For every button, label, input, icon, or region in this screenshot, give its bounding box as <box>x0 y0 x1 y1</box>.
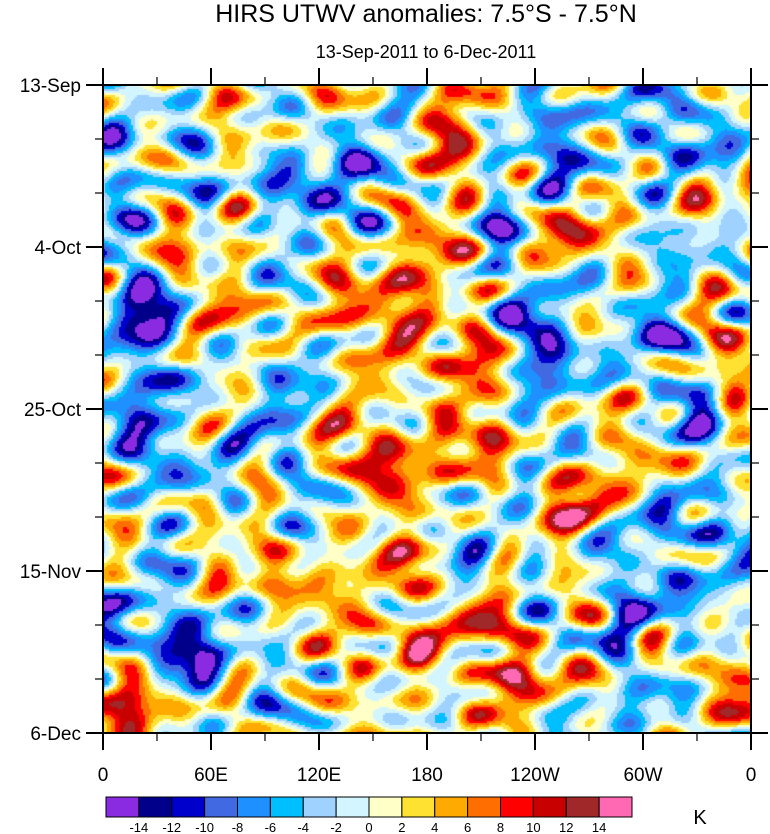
colorbar-unit: K <box>693 807 707 829</box>
x-tick-label: 120W <box>510 765 560 786</box>
chart-title: HIRS UTWV anomalies: 7.5°S - 7.5°N <box>215 0 637 28</box>
colorbar-box <box>204 796 238 818</box>
x-tick-label: 0 <box>98 765 109 786</box>
colorbar-level-label: -2 <box>330 820 342 834</box>
x-tick-label: 120E <box>297 765 341 786</box>
colorbar-level-label: -6 <box>265 820 277 834</box>
x-tick-label: 60E <box>194 765 228 786</box>
colorbar-box <box>565 796 600 818</box>
colorbar-box <box>302 796 337 818</box>
colorbar-level-label: -8 <box>232 820 244 834</box>
colorbar-level-label: -10 <box>195 820 214 834</box>
y-tick-label: 15-Nov <box>20 562 82 583</box>
x-tick-label: 0 <box>746 765 757 786</box>
colorbar-level-label: -4 <box>297 820 309 834</box>
colorbar-box <box>171 796 206 818</box>
colorbar-level-label: -12 <box>162 820 181 834</box>
colorbar-box <box>401 796 436 818</box>
colorbar-level-label: 10 <box>526 820 540 834</box>
colorbar-level-label: 8 <box>497 820 504 834</box>
colorbar-box <box>368 796 403 818</box>
colorbar-level-label: 2 <box>398 820 405 834</box>
colorbar-level-label: 4 <box>431 820 438 834</box>
colorbar-box <box>598 796 633 818</box>
x-tick-label: 180 <box>411 765 443 786</box>
colorbar-box <box>532 796 567 818</box>
anomaly-field <box>103 85 751 733</box>
colorbar-box <box>467 796 501 818</box>
colorbar-box <box>138 796 173 818</box>
y-tick-label: 25-Oct <box>24 400 82 421</box>
colorbar-box <box>269 796 304 818</box>
chart-subtitle: 13-Sep-2011 to 6-Dec-2011 <box>316 42 536 62</box>
x-axis: 0 60E 120E 180 120W 60W 0 <box>98 68 757 786</box>
colorbar-box <box>434 796 469 818</box>
plot-field-container <box>103 85 751 733</box>
colorbar-level-label: 14 <box>592 820 606 834</box>
colorbar-box <box>237 796 271 818</box>
colorbar-level-label: 12 <box>559 820 573 834</box>
colorbar-box <box>105 796 140 818</box>
y-tick-label: 4-Oct <box>35 238 82 259</box>
y-tick-label: 6-Dec <box>30 724 81 745</box>
colorbar-level-label: 0 <box>365 820 372 834</box>
y-tick-label: 13-Sep <box>20 76 81 97</box>
x-tick-label: 60W <box>623 765 662 786</box>
colorbar: -14 -12 -10 -8 -6 -4 -2 0 2 4 6 8 10 12 14 <box>105 796 633 834</box>
colorbar-level-label: -14 <box>129 820 148 834</box>
colorbar-level-label: 6 <box>464 820 471 834</box>
colorbar-box <box>500 796 534 818</box>
colorbar-box <box>335 796 370 818</box>
y-axis: 13-Sep 4-Oct 25-Oct 15-Nov 6-Dec <box>20 76 768 745</box>
